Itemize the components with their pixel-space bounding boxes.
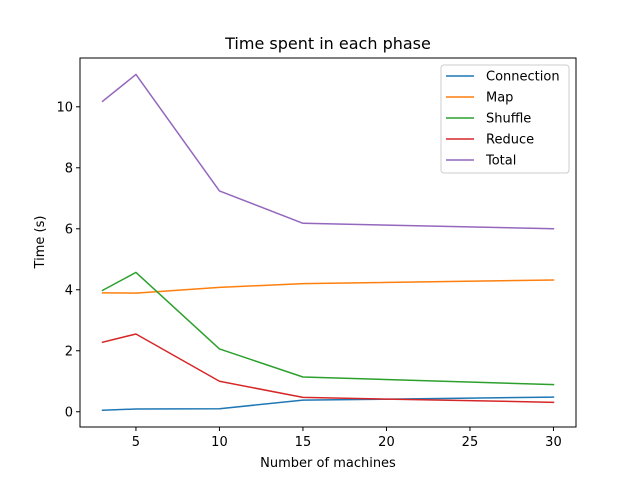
x-tick-label: 20 xyxy=(378,435,395,450)
plot-lines xyxy=(101,73,555,412)
x-tick-label: 15 xyxy=(295,435,312,450)
legend: Connection Map Shuffle Reduce Total xyxy=(440,64,570,174)
legend-label-shuffle: Shuffle xyxy=(486,112,531,127)
series-line-shuffle xyxy=(101,271,555,386)
series-line-total xyxy=(101,73,555,230)
x-axis-label: Number of machines xyxy=(260,456,396,471)
chart-title: Time spent in each phase xyxy=(224,34,431,53)
legend-label-map: Map xyxy=(486,91,513,106)
x-axis-ticks: 5 10 15 20 25 30 xyxy=(132,427,562,450)
y-tick-label: 10 xyxy=(56,100,73,115)
legend-label-total: Total xyxy=(485,154,516,169)
series-line-reduce xyxy=(101,333,555,404)
y-tick-label: 2 xyxy=(65,344,73,359)
legend-label-reduce: Reduce xyxy=(486,133,534,148)
y-tick-label: 0 xyxy=(65,405,73,420)
x-tick-label: 5 xyxy=(132,435,140,450)
y-axis-label: Time (s) xyxy=(33,216,48,270)
y-tick-label: 6 xyxy=(65,222,73,237)
x-tick-label: 10 xyxy=(211,435,228,450)
x-tick-label: 25 xyxy=(462,435,479,450)
x-tick-label: 30 xyxy=(545,435,562,450)
legend-label-connection: Connection xyxy=(486,70,560,85)
y-tick-label: 4 xyxy=(65,283,73,298)
plot-frame xyxy=(79,57,577,428)
y-axis-ticks: 0 2 4 6 8 10 xyxy=(56,100,80,420)
y-tick-label: 8 xyxy=(65,161,73,176)
legend-box xyxy=(440,64,570,174)
series-line-map xyxy=(101,279,555,294)
